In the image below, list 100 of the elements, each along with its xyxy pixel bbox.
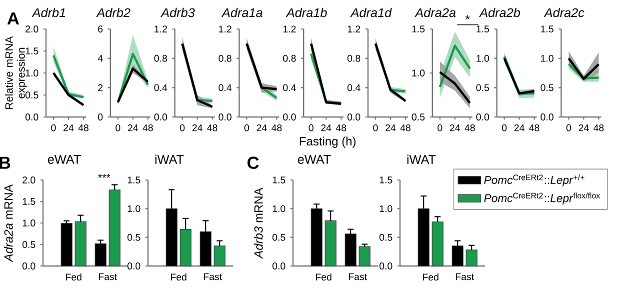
x-tick-label: 48 — [78, 124, 88, 132]
chart-title: Adrb2 — [96, 8, 130, 18]
x-tick-label: 0 — [308, 124, 314, 132]
y-tick-label: 0.5 — [22, 241, 36, 248]
x-tick-label: 24 — [128, 124, 138, 132]
x-tick-label: 48 — [272, 124, 282, 132]
y-tick-label: 0.5 — [127, 234, 140, 241]
y-tick-label: 0.0 — [22, 262, 36, 270]
y-axis-title: Adra2a mRNA — [4, 184, 13, 262]
y-tick-label: 2.0 — [22, 176, 36, 184]
chart-title: eWAT — [298, 154, 331, 164]
x-tick-label: 24 — [514, 124, 524, 132]
y-tick-label: 0.4 — [347, 84, 360, 92]
chart-title: Adra1b — [286, 8, 327, 18]
x-tick-label: 48 — [207, 124, 218, 132]
chart-title: Adrb3 — [160, 8, 195, 18]
y-tick-label: 0 — [98, 114, 103, 120]
y-tick-label: 0.8 — [347, 54, 360, 62]
y-tick-label: 1.5 — [380, 176, 392, 184]
y-tick-label: 0.4 — [154, 84, 168, 92]
y-tick-label: 0.5 — [540, 84, 554, 92]
y-tick-label: 0.0 — [218, 114, 232, 120]
chart-title: Adra2a — [414, 8, 456, 18]
y-tick-label: 1.5 — [128, 176, 140, 184]
y-tick-label: 0.0 — [25, 114, 38, 120]
x-tick-label: 48 — [336, 124, 346, 132]
x-tick-label: Fed — [171, 273, 186, 281]
y-tick-label: 1.5 — [22, 198, 36, 205]
y-tick-label: 0.4 — [218, 84, 232, 92]
y-tick-label: 0.0 — [540, 114, 554, 120]
y-tick-label: 1.0 — [272, 205, 286, 212]
y-tick-label: 0.0 — [347, 114, 360, 120]
y-tick-label: 1.0 — [26, 70, 38, 76]
y-tick-label: 1.5 — [541, 26, 554, 32]
y-tick-label: 1.0 — [380, 205, 392, 212]
y-tick-label: 0.8 — [218, 54, 232, 62]
y-tick-label: 2 — [98, 84, 103, 92]
y-tick-label: 1.5 — [412, 26, 425, 32]
y-tick-label: 0.0 — [154, 114, 168, 120]
y-tick-label: 6 — [98, 26, 103, 32]
y-tick-label: 0.0 — [476, 114, 490, 120]
x-axis-title: Fasting (h) — [300, 136, 356, 148]
legend-label: Pomc$^{CreERt2}$::Lepr$^{+/+}$ — [484, 174, 584, 186]
x-tick-label: 0 — [180, 124, 185, 132]
x-tick-label: Fast — [456, 273, 474, 280]
text: *** — [98, 174, 110, 178]
chart-title: Adra1a — [221, 8, 262, 18]
y-tick-label: 1.0 — [412, 70, 425, 76]
x-tick-label: 24 — [256, 124, 267, 132]
y-tick-label: 0.0 — [272, 262, 286, 270]
y-tick-label: 4 — [98, 54, 103, 62]
y-tick-label: 0.8 — [283, 54, 296, 62]
y-tick-label: 1.5 — [26, 48, 38, 54]
chart-title: iWAT — [155, 154, 184, 164]
x-tick-label: 48 — [400, 124, 410, 132]
y-tick-label: 1.0 — [476, 54, 490, 62]
y-tick-label: 0.8 — [154, 54, 167, 62]
y-tick-label: 0.0 — [127, 262, 140, 270]
y-tick-label: 0.5 — [25, 92, 38, 98]
y-axis-title: Adrb3 mRNA — [254, 188, 263, 259]
x-tick-label: 0 — [51, 124, 56, 132]
chart-title: Adra2c — [544, 8, 584, 18]
x-tick-label: 48 — [529, 124, 540, 132]
x-tick-label: 24 — [321, 124, 332, 132]
text: C — [248, 156, 259, 169]
chart-title: Adra2b — [478, 8, 520, 18]
x-tick-label: 24 — [192, 124, 202, 132]
x-tick-label: 0 — [116, 124, 120, 132]
y-tick-label: 2.0 — [26, 26, 38, 32]
y-tick-label: 1.2 — [219, 26, 232, 32]
y-tick-label: 1.0 — [22, 220, 36, 226]
x-tick-label: 48 — [594, 124, 604, 132]
x-tick-label: Fast — [98, 273, 118, 280]
y-axis-title: Relative mRNA expression — [5, 36, 27, 109]
legend-label: Pomc$^{CreERt2}$::Lepr$^{flox/flox}$ — [484, 192, 600, 204]
x-tick-label: 0 — [566, 124, 572, 132]
x-tick-label: 24 — [578, 124, 589, 132]
y-tick-label: 1.5 — [272, 176, 286, 184]
x-tick-label: 0 — [502, 124, 507, 132]
x-tick-label: 48 — [464, 124, 475, 132]
chart-title: Adrb1 — [32, 8, 66, 18]
text: B — [0, 156, 10, 169]
y-tick-label: 0.0 — [379, 262, 392, 270]
x-tick-label: Fast — [348, 273, 367, 280]
x-tick-label: Fed — [423, 273, 438, 281]
x-tick-label: 0 — [438, 124, 442, 132]
x-tick-label: 0 — [244, 124, 250, 132]
y-tick-label: 0.0 — [283, 114, 296, 120]
y-tick-label: 1.0 — [541, 54, 554, 62]
x-tick-label: 0 — [373, 124, 378, 132]
y-tick-label: 0.5 — [476, 84, 490, 92]
chart-title: eWAT — [48, 154, 81, 164]
y-tick-label: 1.2 — [348, 26, 360, 32]
x-tick-label: 24 — [386, 124, 396, 132]
y-tick-label: 1.2 — [283, 26, 296, 32]
x-tick-label: 48 — [142, 124, 153, 132]
x-tick-label: 24 — [64, 124, 74, 132]
x-tick-label: Fed — [66, 273, 82, 281]
text: A — [7, 12, 20, 24]
y-tick-label: 0.5 — [272, 234, 286, 241]
